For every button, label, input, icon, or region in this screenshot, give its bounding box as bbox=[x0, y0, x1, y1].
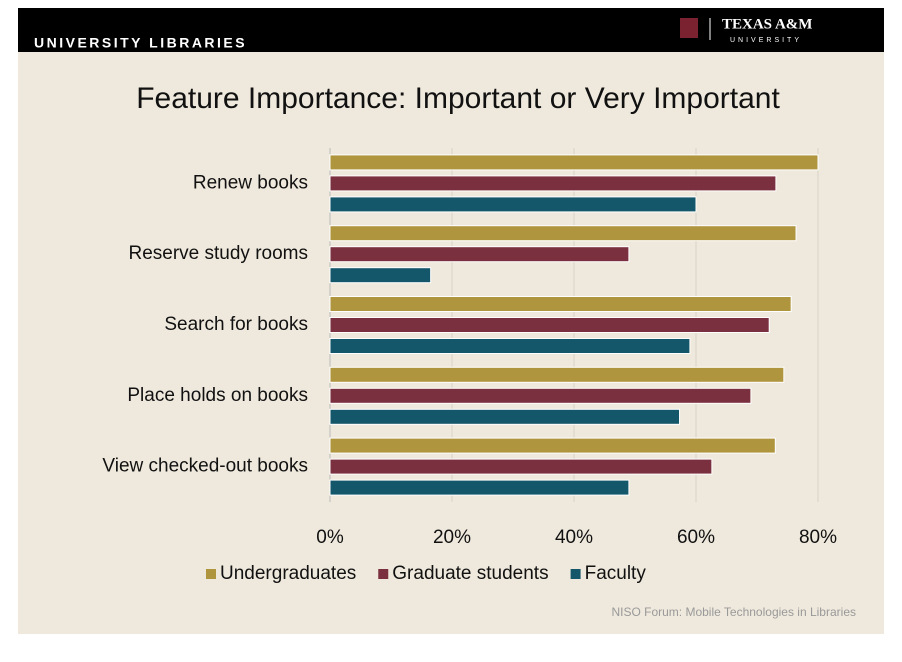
legend-swatch bbox=[378, 569, 389, 579]
footer: NISO Forum: Mobile Technologies in Libra… bbox=[611, 605, 856, 619]
bar bbox=[329, 317, 770, 333]
logo-subtext: UNIVERSITY bbox=[730, 37, 802, 44]
bar bbox=[329, 458, 713, 475]
bar bbox=[329, 338, 691, 354]
header-bar bbox=[18, 8, 884, 52]
bar bbox=[329, 246, 630, 263]
bar bbox=[329, 479, 630, 496]
logo-text: TEXAS A&M bbox=[722, 16, 812, 32]
bar bbox=[329, 267, 432, 284]
y-tick-label: Renew books bbox=[193, 172, 308, 193]
x-tick-label: 20% bbox=[433, 527, 471, 548]
legend-swatch bbox=[206, 569, 216, 579]
y-tick-label: Reserve study rooms bbox=[128, 243, 308, 264]
header-text: UNIVERSITY LIBRARIES bbox=[34, 35, 247, 51]
y-tick-label: Place holds on books bbox=[127, 385, 308, 406]
legend-label: Undergraduates bbox=[220, 563, 356, 584]
chart-title: Feature Importance: Important or Very Im… bbox=[136, 82, 780, 115]
bar bbox=[329, 175, 777, 192]
x-tick-label: 80% bbox=[799, 527, 837, 548]
bar bbox=[329, 225, 797, 242]
legend-label: Faculty bbox=[585, 563, 647, 584]
bar bbox=[329, 196, 697, 213]
bar bbox=[329, 296, 792, 312]
legend-label: Graduate students bbox=[392, 563, 548, 584]
y-tick-label: Search for books bbox=[164, 314, 308, 335]
bar bbox=[329, 387, 752, 404]
legend-swatch bbox=[570, 569, 581, 579]
bar bbox=[329, 154, 819, 171]
bar bbox=[329, 437, 776, 454]
bar bbox=[329, 366, 785, 383]
bar bbox=[329, 408, 681, 425]
x-tick-label: 60% bbox=[677, 527, 715, 548]
logo-mark bbox=[680, 18, 698, 38]
x-tick-label: 40% bbox=[555, 527, 593, 548]
x-tick-label: 0% bbox=[316, 527, 344, 548]
y-tick-label: View checked-out books bbox=[102, 456, 308, 477]
